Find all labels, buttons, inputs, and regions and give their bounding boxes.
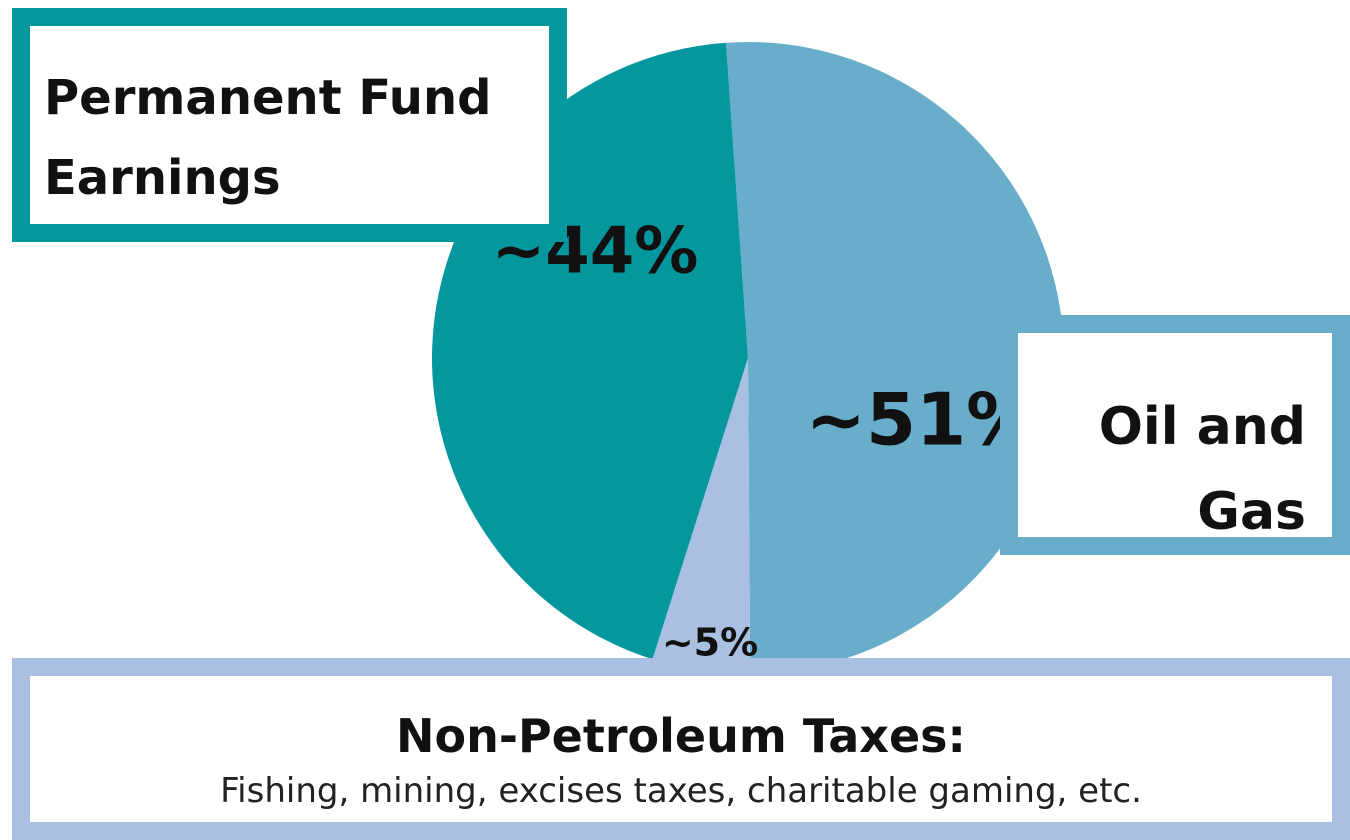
- category-label: Oil and Gas: [1098, 397, 1306, 542]
- value-label: ~51%: [806, 378, 1039, 462]
- category-label: Permanent Fund Earnings: [44, 70, 492, 206]
- category-box: Oil and Gas: [1000, 315, 1350, 555]
- pie-slice: [725, 42, 1064, 674]
- pie-slice: [652, 358, 751, 674]
- category-box: Permanent Fund Earnings: [12, 8, 567, 242]
- category-label: Non-Petroleum Taxes:: [396, 709, 966, 763]
- category-box: Non-Petroleum Taxes: Fishing, mining, exc…: [12, 658, 1350, 840]
- annotation: Fishing, mining, excises taxes, charitab…: [220, 771, 1142, 811]
- value-label: ~5%: [662, 621, 758, 665]
